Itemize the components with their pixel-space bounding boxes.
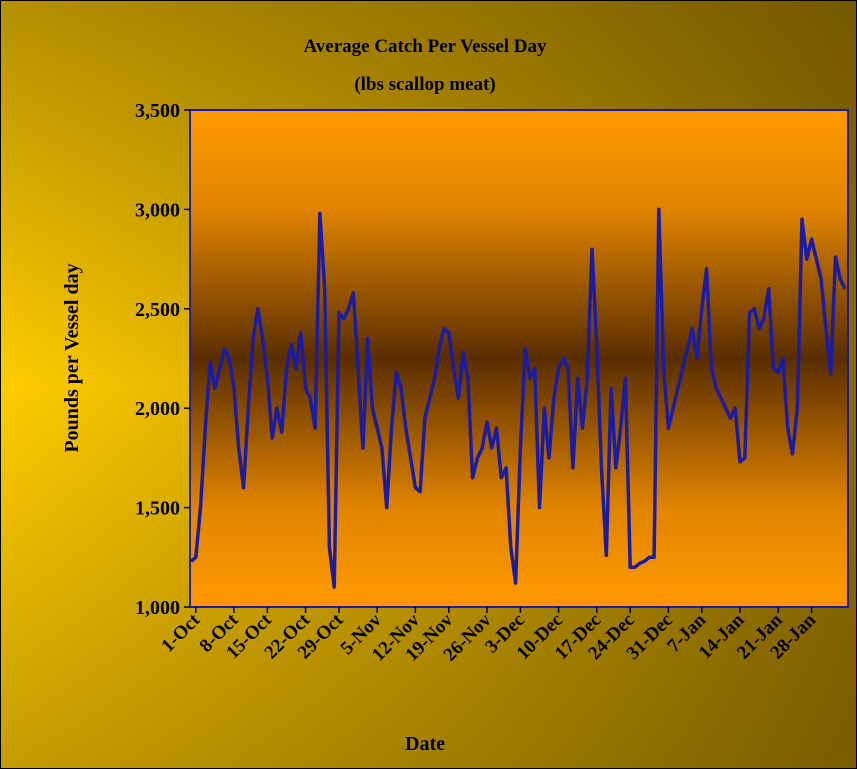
line	[189, 207, 847, 589]
y-tick-label: 2,500	[135, 299, 180, 321]
chart-title: Average Catch Per Vessel Day	[303, 36, 547, 57]
x-axis-label: Date	[405, 733, 445, 755]
y-tick-label: 2,000	[135, 398, 180, 420]
y-tick-label: 3,000	[135, 199, 180, 221]
y-tick-label: 1,000	[135, 597, 180, 619]
y-axis-label: Pounds per Vessel day	[61, 263, 83, 452]
chart-subtitle: (lbs scallop meat)	[354, 74, 495, 95]
y-tick-label: 1,500	[135, 498, 180, 520]
y-tick-label: 3,500	[135, 100, 180, 122]
